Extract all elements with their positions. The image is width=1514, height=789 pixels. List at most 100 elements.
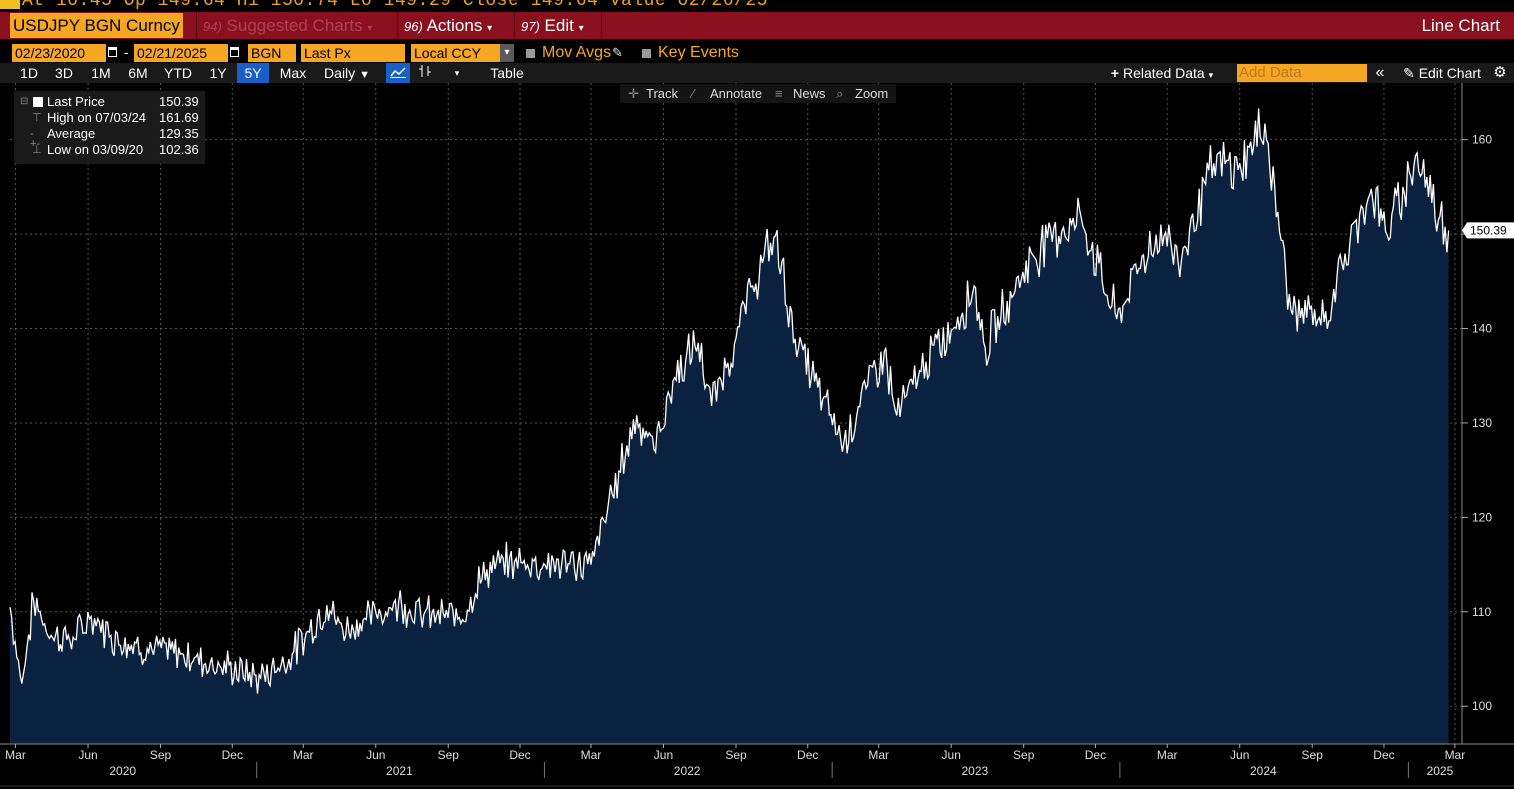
calendar-icon[interactable]	[108, 47, 117, 57]
line-chart-icon[interactable]	[386, 63, 410, 83]
calendar-icon[interactable]	[230, 47, 239, 57]
source-field[interactable]: BGN	[248, 44, 296, 62]
key-events-label[interactable]: Key Events	[658, 44, 739, 61]
edit-button[interactable]: 97) Edit ▾	[514, 12, 602, 39]
year-label: 2021	[386, 764, 413, 778]
range-3d[interactable]: 3D	[55, 65, 73, 81]
chart-legend: ⊟ Last Price 150.39 ⊤ High on 07/03/24 1…	[14, 91, 205, 164]
legend-value: 161.69	[159, 110, 199, 125]
x-tick-label: Dec	[797, 748, 818, 762]
date-separator: -	[124, 44, 129, 60]
chevron-down-icon: ▾	[487, 23, 493, 34]
price-chart[interactable]: 100110120130140150160 MarJunSepDecMarJun…	[0, 83, 1514, 789]
legend-value: 150.39	[159, 94, 199, 109]
x-tick-label: Dec	[222, 748, 243, 762]
ticker-strip: At 10:45 Op 149.64 Hi 150.74 Lo 149.29 C…	[0, 0, 1514, 11]
range-1d[interactable]: 1D	[20, 65, 38, 81]
x-tick-label: Sep	[1013, 748, 1035, 762]
x-tick-label: Jun	[366, 748, 385, 762]
chevron-down-icon: ▼	[359, 69, 370, 81]
price-line	[9, 108, 1450, 694]
x-tick-label: Dec	[1373, 748, 1394, 762]
legend-label: High on 07/03/24	[47, 110, 147, 125]
collapse-icon[interactable]: ⊟	[20, 96, 29, 107]
period-selector[interactable]: Daily ▼	[316, 63, 378, 83]
x-tick-label: Mar	[581, 748, 602, 762]
y-tick-label: 130	[1472, 416, 1492, 430]
actions-number: 96)	[404, 19, 423, 34]
range-1m[interactable]: 1M	[91, 65, 111, 81]
related-data-label: Related Data	[1122, 65, 1205, 81]
pencil-icon[interactable]: ⁄	[692, 86, 695, 101]
chart-type-label: Line Chart	[1421, 16, 1500, 35]
related-data-button[interactable]: + Related Data ▾	[1100, 63, 1224, 83]
add-data-input[interactable]: Add Data	[1237, 64, 1367, 82]
field-selector[interactable]: Last Px	[301, 44, 405, 62]
edit-chart-button[interactable]: ✎ Edit Chart	[1394, 63, 1490, 83]
table-button[interactable]: Table	[490, 65, 524, 81]
pencil-icon[interactable]: ✎	[612, 45, 623, 60]
low-marker-icon: ⊥	[32, 144, 42, 156]
range-5y[interactable]: 5Y	[237, 63, 269, 83]
key-events-checkbox[interactable]	[642, 49, 651, 58]
gear-icon[interactable]: ⚙	[1493, 64, 1507, 81]
news-icon[interactable]: ≡	[775, 86, 783, 101]
range-ytd[interactable]: YTD	[164, 65, 192, 81]
actions-button[interactable]: 96) Actions ▾	[397, 12, 513, 39]
search-icon[interactable]: ⌕	[836, 86, 844, 101]
x-tick-label: Mar	[1157, 748, 1178, 762]
chevron-down-icon[interactable]: ▾	[454, 68, 460, 78]
range-1y[interactable]: 1Y	[209, 65, 227, 81]
chevron-down-icon: ▾	[1208, 70, 1214, 80]
zoom-button[interactable]: Zoom	[855, 86, 889, 101]
ticker-text: At 10:45 Op 149.64 Hi 150.74 Lo 149.29 C…	[22, 0, 768, 11]
track-button[interactable]: Track	[646, 86, 679, 101]
last-price-tag: 150.39	[1462, 222, 1514, 239]
chevron-down-icon: ▾	[367, 23, 373, 34]
actions-label: Actions	[426, 16, 483, 35]
period-label: Daily	[324, 65, 356, 81]
range-toolbar: 1D 3D 1M 6M YTD 1Y 5Y Max Daily ▼ ▾ Tabl…	[0, 63, 1514, 83]
crosshair-icon[interactable]: ✛	[628, 86, 639, 101]
security-field[interactable]: USDJPY BGN Curncy	[10, 13, 183, 38]
news-button[interactable]: News	[793, 86, 826, 101]
year-label: 2025	[1427, 764, 1454, 778]
x-tick-label: Sep	[725, 748, 747, 762]
legend-label: Low on 03/09/20	[47, 142, 144, 157]
x-tick-label: Mar	[5, 748, 26, 762]
legend-value: 129.35	[159, 126, 199, 141]
range-6m[interactable]: 6M	[128, 65, 148, 81]
start-date-field[interactable]: 02/23/2020	[12, 44, 106, 62]
end-date-field[interactable]: 02/21/2025	[134, 44, 228, 62]
high-marker-icon: ⊤	[32, 112, 42, 124]
ticker-function-key[interactable]	[0, 0, 20, 9]
collapse-icon[interactable]: «	[1375, 64, 1385, 81]
x-tick-label: Sep	[438, 748, 460, 762]
plus-icon: +	[1110, 65, 1120, 81]
chevron-down-icon[interactable]: ▾	[500, 44, 514, 62]
legend-label: Last Price	[47, 94, 105, 109]
mov-avgs-label[interactable]: Mov Avgs	[542, 44, 612, 61]
year-label: 2020	[109, 764, 136, 778]
ohlc-chart-icon[interactable]	[414, 63, 436, 83]
pencil-icon: ✎	[1403, 65, 1415, 81]
y-tick-label: 100	[1472, 699, 1492, 713]
y-tick-label: 140	[1472, 322, 1492, 336]
x-tick-label: Jun	[654, 748, 673, 762]
range-max[interactable]: Max	[279, 65, 307, 81]
edit-number: 97)	[521, 19, 540, 34]
x-tick-label: Jun	[1230, 748, 1249, 762]
year-label: 2024	[1250, 764, 1277, 778]
edit-label: Edit	[544, 16, 574, 35]
y-tick-label: 110	[1472, 605, 1491, 619]
mov-avgs-checkbox[interactable]	[526, 49, 535, 58]
legend-last-price[interactable]: ⊟ Last Price 150.39	[14, 94, 205, 110]
annotate-button[interactable]: Annotate	[710, 86, 763, 101]
x-tick-label: Sep	[150, 748, 172, 762]
currency-selector[interactable]: Local CCY	[411, 44, 500, 62]
y-tick-label: 160	[1472, 133, 1492, 147]
x-axis: Mar Jun Sep Dec Mar Jun Sep Dec Mar Jun Sep Dec Mar J…	[0, 743, 1514, 787]
edit-chart-label: Edit Chart	[1418, 65, 1481, 81]
year-label: 2022	[674, 764, 701, 778]
suggested-charts-button[interactable]: 94) Suggested Charts ▾	[196, 12, 396, 39]
